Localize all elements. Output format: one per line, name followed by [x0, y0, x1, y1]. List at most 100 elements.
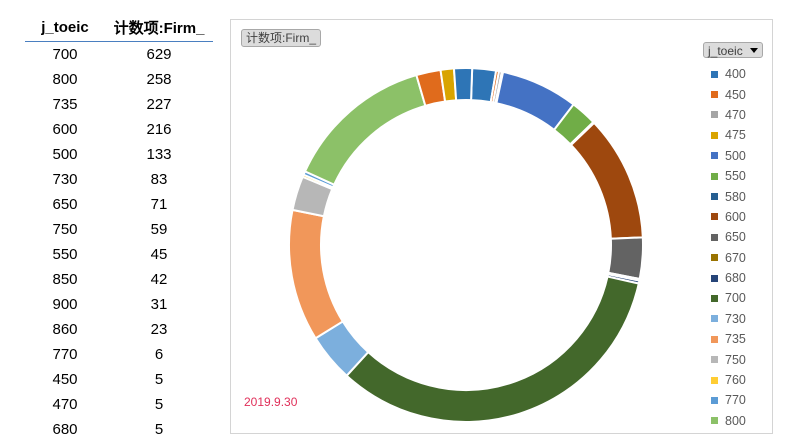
table-row: 900 31	[25, 292, 213, 317]
legend-label: 730	[725, 311, 746, 326]
cell-j-toeic[interactable]: 650	[52, 196, 78, 213]
legend-entry[interactable]: 600	[711, 207, 746, 227]
table-row: 850 42	[25, 267, 213, 292]
cell-j-toeic[interactable]: 860	[52, 321, 78, 338]
legend-label: 735	[725, 332, 746, 347]
cell-count[interactable]: 5	[154, 396, 164, 413]
legend-filter-button[interactable]: j_toeic	[703, 42, 763, 58]
chart-legend: 400 450 470 475 500 550 580 600 650 670 680 700 730 7…	[711, 64, 746, 431]
cell-count[interactable]: 629	[146, 46, 172, 63]
cell-count[interactable]: 133	[146, 146, 172, 163]
cell-j-toeic[interactable]: 800	[52, 71, 78, 88]
cell-count[interactable]: 83	[150, 171, 168, 188]
legend-entry[interactable]: 400	[711, 64, 746, 84]
legend-entry[interactable]: 760	[711, 370, 746, 390]
table-header: j_toeic 计数项:Firm_	[25, 14, 213, 42]
donut-slice-600[interactable]	[569, 121, 644, 240]
cell-count[interactable]: 5	[154, 421, 164, 438]
legend-swatch	[711, 152, 718, 160]
legend-entry[interactable]: 500	[711, 146, 746, 166]
donut-slice-650[interactable]	[607, 236, 644, 281]
cell-j-toeic[interactable]: 470	[52, 396, 78, 413]
legend-entry[interactable]: 670	[711, 248, 746, 268]
cell-count[interactable]: 258	[146, 71, 172, 88]
table-row: 680 5	[25, 417, 213, 442]
cell-count[interactable]: 227	[146, 96, 172, 113]
legend-label: 760	[725, 373, 746, 388]
legend-swatch	[711, 233, 718, 241]
pivot-field-button[interactable]: 计数项:Firm_	[241, 29, 321, 47]
cell-j-toeic[interactable]: 500	[52, 146, 78, 163]
legend-entry[interactable]: 470	[711, 105, 746, 125]
cell-j-toeic[interactable]: 680	[52, 421, 78, 438]
cell-j-toeic[interactable]: 600	[52, 121, 78, 138]
cell-j-toeic[interactable]: 550	[52, 246, 78, 263]
legend-label: 475	[725, 128, 746, 143]
legend-entry[interactable]: 800	[711, 411, 746, 431]
date-label: 2019.9.30	[244, 395, 298, 409]
legend-swatch	[711, 315, 718, 323]
cell-j-toeic[interactable]: 450	[52, 371, 78, 388]
cell-j-toeic[interactable]: 750	[52, 221, 78, 238]
legend-entry[interactable]: 770	[711, 390, 746, 410]
legend-swatch	[711, 213, 718, 221]
legend-swatch	[711, 70, 718, 78]
legend-label: 700	[725, 291, 746, 306]
legend-swatch	[711, 417, 718, 425]
cell-j-toeic[interactable]: 850	[52, 271, 78, 288]
cell-count[interactable]: 5	[154, 371, 164, 388]
donut-slice-700[interactable]	[345, 275, 640, 423]
legend-entry[interactable]: 550	[711, 166, 746, 186]
legend-entry[interactable]: 735	[711, 329, 746, 349]
legend-entry[interactable]: 680	[711, 268, 746, 288]
cell-j-toeic[interactable]: 730	[52, 171, 78, 188]
legend-entry[interactable]: 700	[711, 288, 746, 308]
table-row: 750 59	[25, 217, 213, 242]
legend-label: 750	[725, 352, 746, 367]
legend-swatch	[711, 335, 718, 343]
legend-swatch	[711, 254, 718, 262]
legend-entry[interactable]: 750	[711, 349, 746, 369]
donut-slice-900[interactable]	[452, 67, 474, 102]
table-row: 500 133	[25, 142, 213, 167]
chart-panel[interactable]: 计数项:Firm_ j_toeic 400 450 470 475 500 550 580 6…	[230, 19, 773, 434]
cell-count[interactable]: 31	[150, 296, 168, 313]
cell-count[interactable]: 23	[150, 321, 168, 338]
donut-chart	[288, 67, 644, 423]
legend-swatch	[711, 111, 718, 119]
table-row: 735 227	[25, 92, 213, 117]
table-row: 600 216	[25, 117, 213, 142]
legend-entry[interactable]: 475	[711, 125, 746, 145]
legend-entry[interactable]: 580	[711, 186, 746, 206]
cell-count[interactable]: 71	[150, 196, 168, 213]
cell-count[interactable]: 45	[150, 246, 168, 263]
legend-entry[interactable]: 650	[711, 227, 746, 247]
legend-label: 450	[725, 87, 746, 102]
legend-swatch	[711, 172, 718, 180]
cell-count[interactable]: 59	[150, 221, 168, 238]
legend-swatch	[711, 294, 718, 302]
dropdown-arrow-icon[interactable]	[750, 48, 758, 53]
legend-entry[interactable]: 450	[711, 84, 746, 104]
cell-j-toeic[interactable]: 735	[52, 96, 78, 113]
cell-count[interactable]: 216	[146, 121, 172, 138]
cell-j-toeic[interactable]: 700	[52, 46, 78, 63]
cell-count[interactable]: 6	[154, 346, 164, 363]
header-j-toeic[interactable]: j_toeic	[41, 19, 89, 36]
cell-j-toeic[interactable]: 770	[52, 346, 78, 363]
table-row: 770 6	[25, 342, 213, 367]
legend-swatch	[711, 193, 718, 201]
legend-label: 400	[725, 67, 746, 82]
legend-entry[interactable]: 730	[711, 309, 746, 329]
cell-count[interactable]: 42	[150, 271, 168, 288]
legend-label: 800	[725, 413, 746, 428]
cell-j-toeic[interactable]: 900	[52, 296, 78, 313]
legend-label: 600	[725, 209, 746, 224]
table-body: 700 629 800 258 735 227 600 216 500 133 730 83 650 71…	[25, 42, 213, 442]
header-count-firm[interactable]: 计数项:Firm_	[113, 20, 205, 37]
donut-slice-800[interactable]	[303, 73, 427, 187]
legend-label: 770	[725, 393, 746, 408]
table-row: 730 83	[25, 167, 213, 192]
donut-slice-735[interactable]	[288, 208, 345, 340]
table-row: 700 629	[25, 42, 213, 67]
